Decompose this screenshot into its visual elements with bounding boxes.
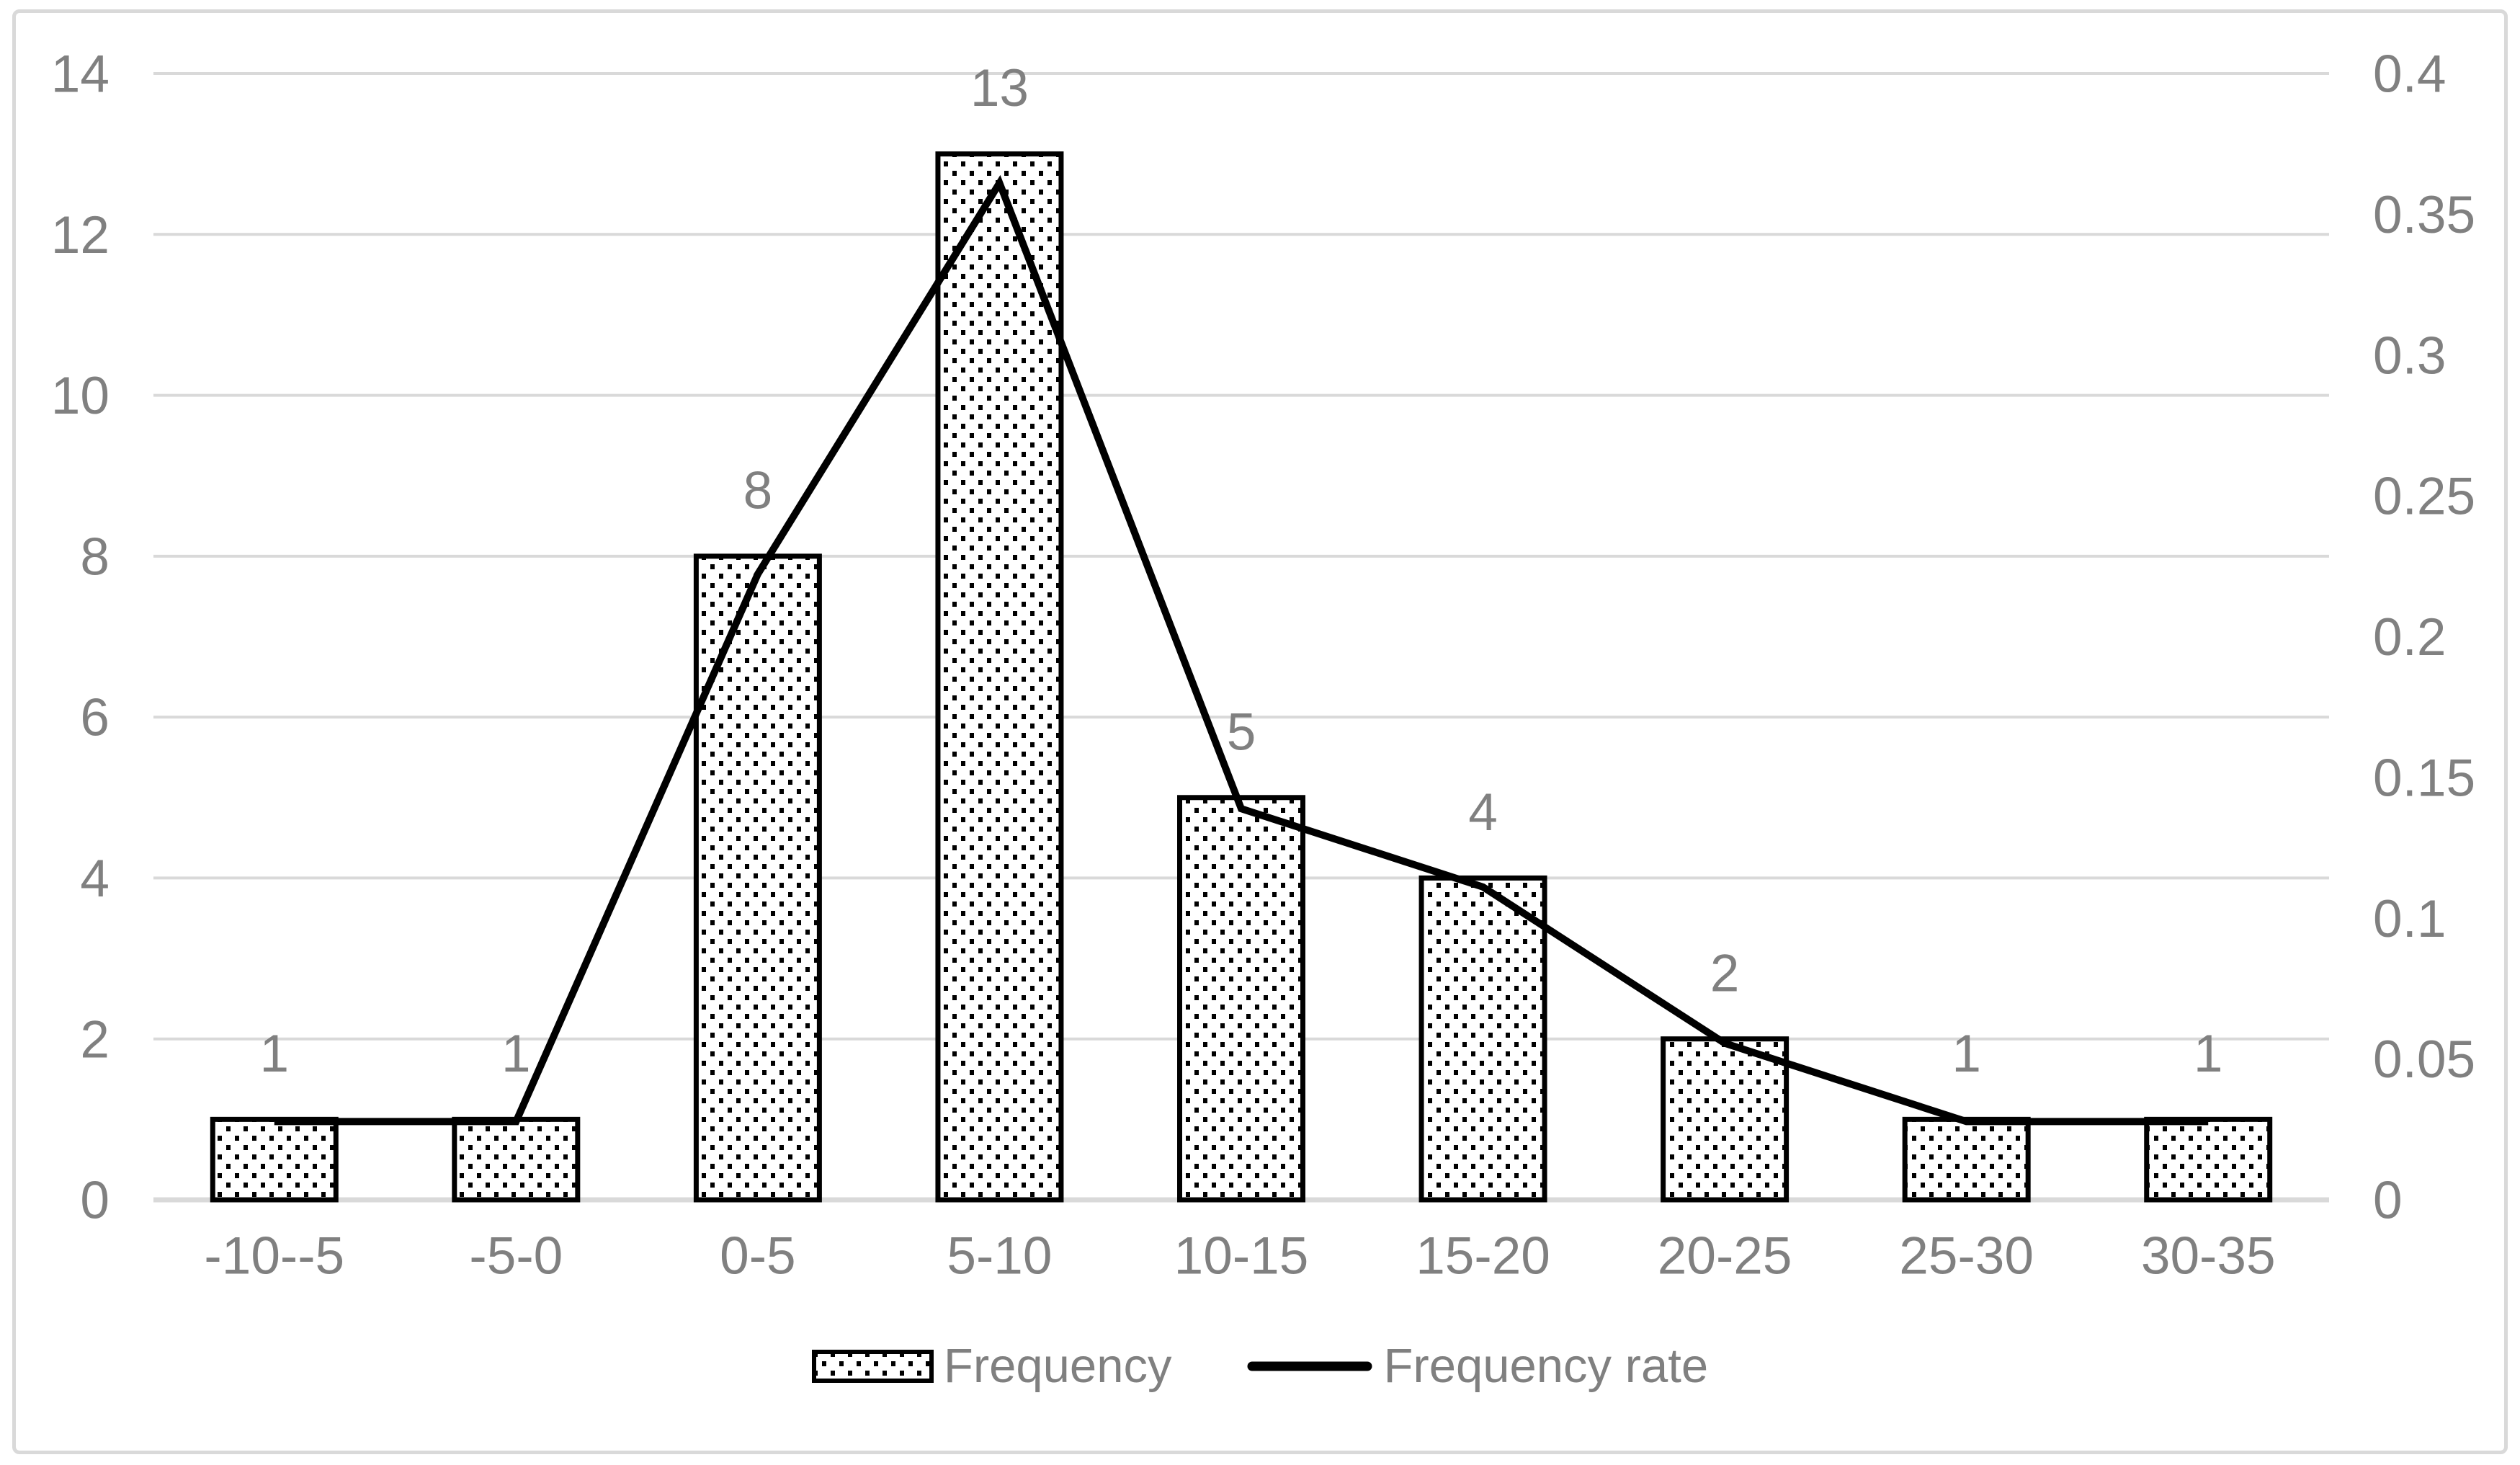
bar-0-5 <box>693 553 822 1203</box>
x-axis-tick-label: 20-25 <box>1658 1227 1792 1286</box>
left-axis-tick-label: 2 <box>80 1010 110 1069</box>
bar-data-label: 2 <box>1710 944 1740 1002</box>
x-axis-tick-label: 15-20 <box>1416 1227 1550 1286</box>
bar-data-label: 1 <box>2194 1025 2223 1083</box>
legend-label-frequency: Frequency <box>943 1339 1172 1393</box>
bar-5-10 <box>935 151 1064 1203</box>
left-axis-tick-labels: 0 2 4 6 8 10 12 14 <box>51 45 110 1230</box>
right-axis-tick-label: 0.35 <box>2373 186 2475 244</box>
frequency-rate-line-swatch-icon <box>1247 1361 1372 1371</box>
bar-data-label: 13 <box>970 59 1029 117</box>
right-axis-tick-label: 0.25 <box>2373 468 2475 526</box>
bar-data-label: 1 <box>501 1025 531 1083</box>
bar--5-0 <box>452 1116 581 1203</box>
bar-data-label: 1 <box>1952 1025 1981 1083</box>
right-axis-tick-label: 0.05 <box>2373 1030 2475 1089</box>
right-axis-tick-label: 0 <box>2373 1172 2403 1230</box>
bar-25-30 <box>1902 1116 2031 1203</box>
left-axis-tick-label: 14 <box>51 45 110 104</box>
bar-data-label: 4 <box>1468 783 1498 842</box>
bar-data-label: 8 <box>743 461 773 520</box>
left-axis-tick-label: 4 <box>80 850 110 908</box>
frequency-bar-swatch-icon <box>811 1349 934 1383</box>
x-axis-tick-label: -10--5 <box>204 1227 344 1286</box>
legend-item-frequency-rate: Frequency rate <box>1246 1342 1708 1390</box>
right-axis-tick-label: 0.2 <box>2373 608 2446 667</box>
legend-item-frequency: Frequency <box>811 1339 1172 1393</box>
bar--10--5 <box>210 1116 339 1203</box>
right-axis-tick-label: 0.1 <box>2373 890 2446 948</box>
x-axis-tick-label: 0-5 <box>720 1227 796 1286</box>
right-axis-tick-label: 0.4 <box>2373 45 2446 104</box>
right-axis-tick-labels: 0 0.05 0.1 0.15 0.2 0.25 0.3 0.35 0.4 <box>2373 45 2475 1230</box>
left-axis-tick-label: 12 <box>51 206 110 264</box>
bar-10-15 <box>1177 795 1305 1203</box>
frequency-rate-line <box>274 174 2209 1126</box>
left-axis-tick-label: 6 <box>80 689 110 747</box>
bar-15-20 <box>1418 875 1547 1203</box>
bar-data-label: 5 <box>1227 703 1256 761</box>
x-axis-tick-label: 30-35 <box>2141 1227 2276 1286</box>
left-axis-tick-label: 0 <box>80 1172 110 1230</box>
x-axis-tick-labels: -10--5 -5-0 0-5 5-10 10-15 15-20 20-25 25-30 30-… <box>204 1227 2275 1286</box>
x-axis-tick-label: 5-10 <box>947 1227 1052 1286</box>
legend: Frequency Frequency rate <box>0 1342 2520 1390</box>
bar-data-labels: 1 1 8 13 5 4 2 1 1 <box>259 59 2222 1083</box>
legend-label-frequency-rate: Frequency rate <box>1383 1339 1709 1393</box>
bar-20-25 <box>1661 1036 1790 1203</box>
frequency-rate-polyline <box>274 174 2209 1126</box>
right-axis-tick-label: 0.3 <box>2373 326 2446 385</box>
left-axis-tick-label: 10 <box>51 367 110 425</box>
bar-30-35 <box>2144 1116 2273 1203</box>
x-axis-tick-label: 10-15 <box>1174 1227 1309 1286</box>
x-axis-tick-label: 25-30 <box>1899 1227 2034 1286</box>
x-axis-tick-label: -5-0 <box>469 1227 563 1286</box>
right-axis-tick-label: 0.15 <box>2373 749 2475 807</box>
bar-data-label: 1 <box>259 1025 289 1083</box>
left-axis-tick-label: 8 <box>80 527 110 586</box>
